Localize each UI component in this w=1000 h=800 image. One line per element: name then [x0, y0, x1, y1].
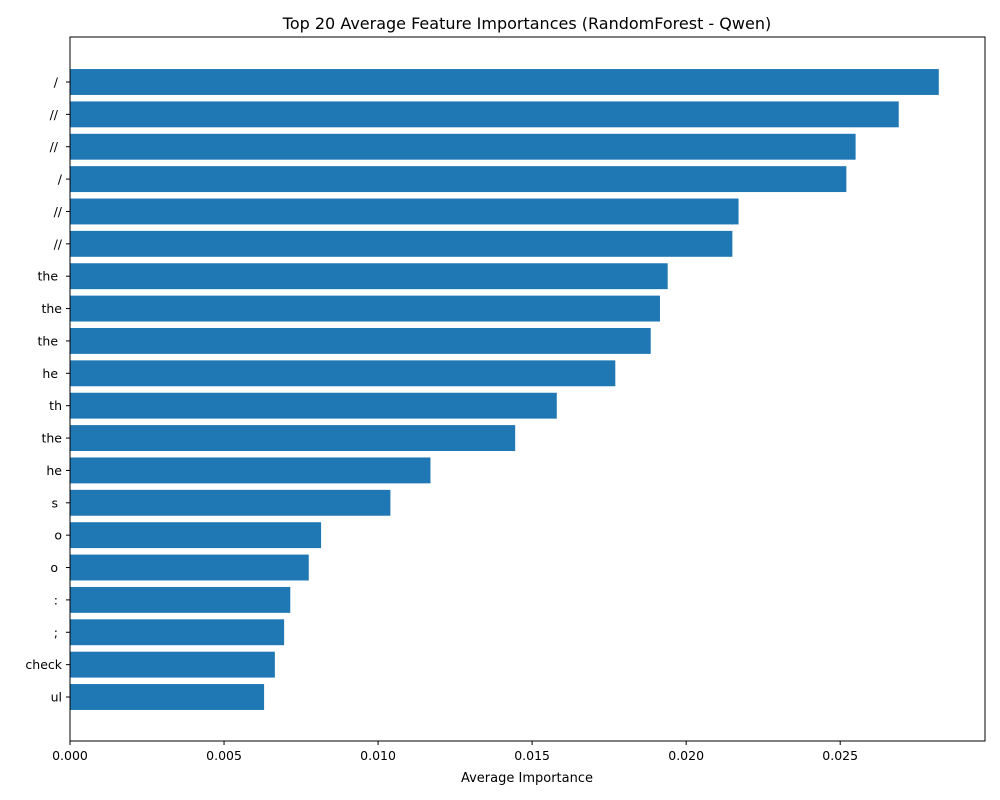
y-tick-label: the [38, 431, 63, 446]
y-tick-label: // [46, 107, 62, 122]
bar [70, 554, 309, 581]
y-tick-label: o [46, 560, 62, 575]
y-tick-label: / [50, 75, 62, 90]
bar [70, 101, 899, 128]
bar [70, 457, 431, 484]
y-tick-label: the [38, 301, 63, 316]
bar [70, 522, 322, 549]
x-tick-label: 0.010 [360, 748, 396, 763]
x-tick-label: 0.005 [206, 748, 242, 763]
bar [70, 619, 285, 646]
chart-title: Top 20 Average Feature Importances (Rand… [282, 14, 771, 33]
y-tick-label: / [54, 172, 63, 187]
bar [70, 684, 265, 710]
bar [70, 166, 847, 193]
bar [70, 392, 557, 419]
bar [70, 489, 391, 516]
bar [70, 133, 856, 160]
y-tick-label: ; [50, 625, 62, 640]
x-tick-label: 0.020 [668, 748, 704, 763]
y-tick-label: he [42, 463, 62, 478]
bar [70, 263, 668, 290]
x-tick-labels: 0.000 0.005 0.010 0.015 0.020 0.025 [52, 741, 858, 763]
y-tick-label: s [48, 495, 62, 510]
y-tick-label: // [46, 139, 62, 154]
y-tick-label: the [34, 269, 62, 284]
y-tick-label: check [21, 657, 62, 672]
y-tick-labels: / // // / // // the the the he th the he… [21, 75, 70, 705]
bar [70, 328, 651, 354]
x-tick-label: 0.015 [514, 748, 550, 763]
x-tick-label: 0.000 [52, 748, 88, 763]
y-tick-label: he [38, 366, 62, 381]
bars-group [70, 69, 939, 710]
x-axis-label: Average Importance [461, 771, 593, 786]
x-tick-label: 0.025 [822, 748, 858, 763]
y-tick-label: o [50, 528, 62, 543]
bar [70, 425, 516, 451]
bar [70, 651, 275, 678]
bar [70, 198, 739, 225]
bar [70, 230, 733, 257]
y-tick-label: // [50, 236, 63, 251]
plot-frame [69, 36, 986, 742]
bar [70, 586, 291, 613]
bar [70, 360, 616, 387]
y-tick-label: // [50, 204, 63, 219]
bar [70, 295, 660, 322]
y-tick-label: ul [47, 690, 62, 705]
y-tick-label: th [45, 398, 62, 413]
y-tick-label: : [50, 592, 62, 607]
bar [70, 69, 939, 95]
y-tick-label: the [34, 333, 62, 348]
